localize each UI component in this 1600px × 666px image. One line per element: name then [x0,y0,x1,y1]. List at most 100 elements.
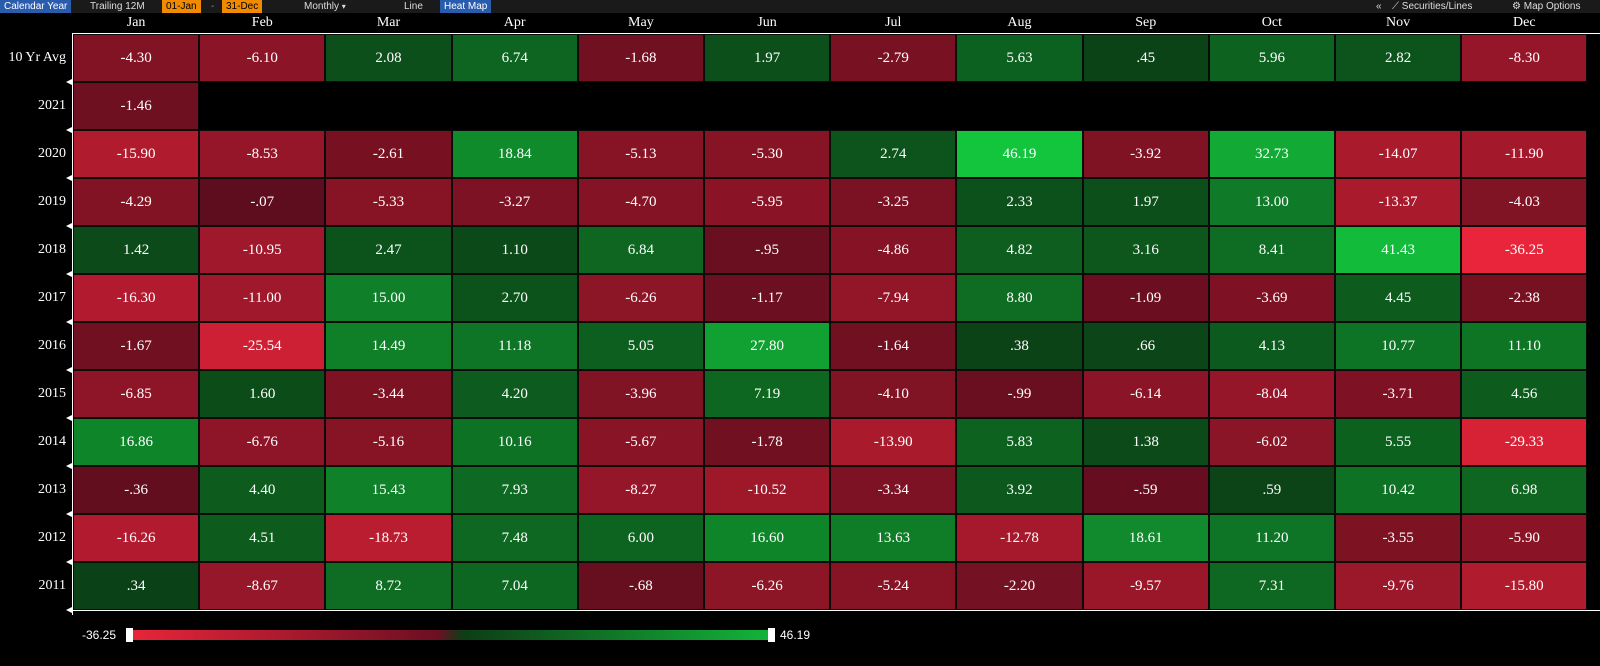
heat-cell[interactable]: -5.30 [704,130,831,178]
heat-cell[interactable]: -3.44 [325,370,452,418]
heat-cell[interactable]: -4.10 [830,370,957,418]
heat-cell[interactable]: 46.19 [956,130,1083,178]
heat-cell[interactable]: -8.30 [1461,34,1588,82]
heat-cell[interactable]: -5.16 [325,418,452,466]
heat-cell[interactable]: -11.00 [199,274,326,322]
heat-cell[interactable]: -18.73 [325,514,452,562]
heat-cell[interactable]: 11.10 [1461,322,1588,370]
heat-cell[interactable]: 1.10 [451,226,578,274]
heat-cell[interactable]: 41.43 [1335,226,1462,274]
heat-cell[interactable]: 8.80 [956,274,1083,322]
heat-cell[interactable]: 10.42 [1335,466,1462,514]
period-dropdown[interactable]: Monthly ▾ [300,0,350,13]
heat-cell[interactable]: 16.86 [73,418,200,466]
heat-cell[interactable]: -7.94 [830,274,957,322]
heat-cell[interactable]: -.68 [577,562,704,610]
heat-cell[interactable]: 10.77 [1335,322,1462,370]
heat-cell[interactable]: 4.20 [451,370,578,418]
heat-cell[interactable]: -1.46 [73,82,200,130]
heat-cell[interactable]: -.59 [1082,466,1209,514]
heat-cell[interactable]: 16.60 [704,514,831,562]
heat-cell[interactable]: 13.00 [1208,178,1335,226]
heat-cell[interactable]: 18.84 [451,130,578,178]
heat-cell[interactable]: 2.74 [830,130,957,178]
heat-cell[interactable]: 8.41 [1208,226,1335,274]
heat-cell[interactable]: -2.20 [956,562,1083,610]
heat-cell[interactable]: -8.53 [199,130,326,178]
heat-cell[interactable]: -1.17 [704,274,831,322]
heat-cell[interactable]: 3.92 [956,466,1083,514]
heat-cell[interactable]: -3.96 [577,370,704,418]
heat-cell[interactable]: 4.51 [199,514,326,562]
heat-cell[interactable]: 4.40 [199,466,326,514]
heat-cell[interactable]: -2.79 [830,34,957,82]
heat-cell[interactable]: 2.08 [325,34,452,82]
heat-cell[interactable]: -.95 [704,226,831,274]
heat-map-button[interactable]: Heat Map [440,0,492,13]
map-options-button[interactable]: ⚙ Map Options [1508,0,1584,13]
heat-cell[interactable]: -3.92 [1082,130,1209,178]
heat-cell[interactable]: -5.67 [577,418,704,466]
heat-cell[interactable]: -4.70 [577,178,704,226]
heat-cell[interactable]: 11.20 [1208,514,1335,562]
heat-cell[interactable]: 7.48 [451,514,578,562]
collapse-button[interactable]: « [1376,1,1382,12]
heat-cell[interactable]: -4.30 [73,34,200,82]
heat-cell[interactable]: -36.25 [1461,226,1588,274]
scale-min-handle[interactable] [126,628,133,642]
heat-cell[interactable]: 1.38 [1082,418,1209,466]
start-date-field[interactable]: 01-Jan [162,0,201,13]
heat-cell[interactable]: -4.03 [1461,178,1588,226]
heat-cell[interactable]: -6.85 [73,370,200,418]
heat-cell[interactable]: -3.34 [830,466,957,514]
heat-cell[interactable]: -6.10 [199,34,326,82]
heat-cell[interactable]: -9.76 [1335,562,1462,610]
heat-cell[interactable]: -5.13 [577,130,704,178]
heat-cell[interactable]: -6.26 [704,562,831,610]
heat-cell[interactable]: 4.13 [1208,322,1335,370]
heat-cell[interactable]: -3.25 [830,178,957,226]
heat-cell[interactable]: -3.69 [1208,274,1335,322]
heat-cell[interactable]: .34 [73,562,200,610]
heat-cell[interactable]: -1.09 [1082,274,1209,322]
heat-cell[interactable]: -8.67 [199,562,326,610]
heat-cell[interactable]: 15.00 [325,274,452,322]
heat-cell[interactable]: 5.63 [956,34,1083,82]
heat-cell[interactable]: -16.30 [73,274,200,322]
heat-cell[interactable]: 32.73 [1208,130,1335,178]
heat-cell[interactable]: 1.60 [199,370,326,418]
heat-cell[interactable]: -13.90 [830,418,957,466]
heat-cell[interactable]: 4.45 [1335,274,1462,322]
heat-cell[interactable]: -2.38 [1461,274,1588,322]
heat-cell[interactable]: -3.71 [1335,370,1462,418]
heat-cell[interactable]: -5.24 [830,562,957,610]
heat-cell[interactable]: -6.76 [199,418,326,466]
heat-cell[interactable]: -16.26 [73,514,200,562]
heat-cell[interactable]: 6.74 [451,34,578,82]
heat-cell[interactable]: -3.27 [451,178,578,226]
heat-cell[interactable]: -5.90 [1461,514,1588,562]
heat-cell[interactable]: -4.29 [73,178,200,226]
heat-cell[interactable]: -9.57 [1082,562,1209,610]
heat-cell[interactable]: -6.14 [1082,370,1209,418]
heat-cell[interactable]: -8.04 [1208,370,1335,418]
heat-cell[interactable]: 1.97 [704,34,831,82]
heat-cell[interactable]: .66 [1082,322,1209,370]
heat-cell[interactable]: 13.63 [830,514,957,562]
heat-cell[interactable]: 6.98 [1461,466,1588,514]
heat-cell[interactable]: 15.43 [325,466,452,514]
heat-cell[interactable]: 4.82 [956,226,1083,274]
heat-cell[interactable]: -1.67 [73,322,200,370]
heat-cell[interactable]: 7.04 [451,562,578,610]
heat-cell[interactable]: -11.90 [1461,130,1588,178]
heat-cell[interactable]: -3.55 [1335,514,1462,562]
heat-cell[interactable]: 10.16 [451,418,578,466]
heat-cell[interactable]: -6.02 [1208,418,1335,466]
heat-cell[interactable]: -.99 [956,370,1083,418]
heat-cell[interactable]: -8.27 [577,466,704,514]
line-view-button[interactable]: Line [404,1,423,12]
heat-cell[interactable]: 6.84 [577,226,704,274]
heat-cell[interactable]: -.07 [199,178,326,226]
heat-cell[interactable]: 4.56 [1461,370,1588,418]
heat-cell[interactable]: 2.33 [956,178,1083,226]
